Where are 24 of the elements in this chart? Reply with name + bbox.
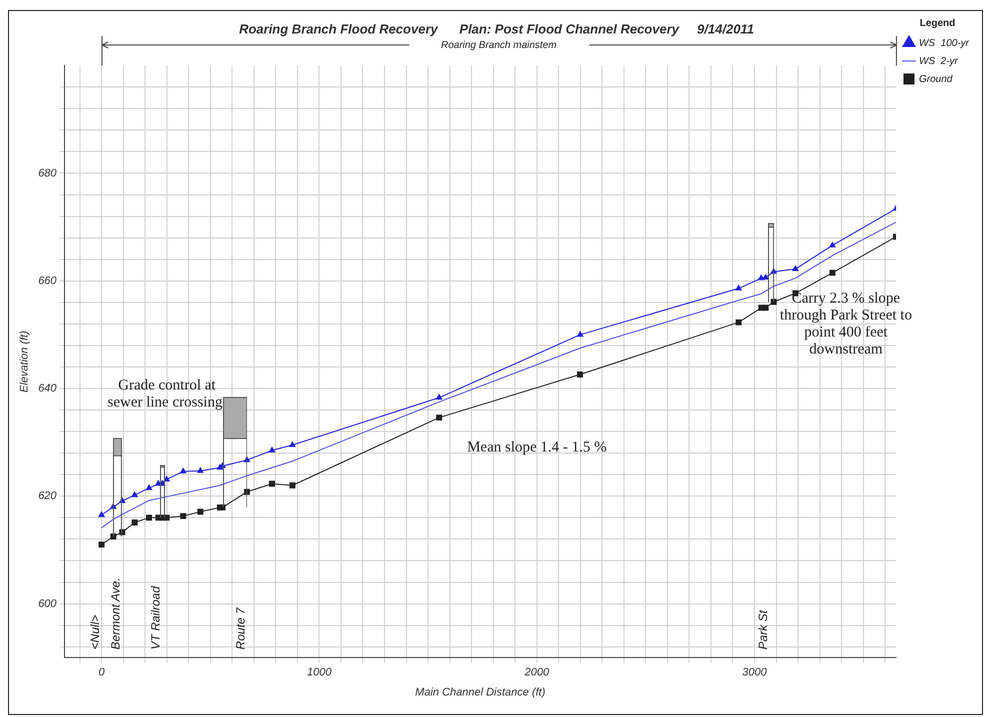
x-tick-label: 1000 — [306, 666, 332, 678]
legend-label: WS 100-yr — [918, 38, 970, 49]
text: Roaring Branch mainstem — [440, 40, 557, 51]
y-tick-label: 620 — [38, 490, 58, 502]
annotation: Bermont Ave. — [108, 578, 123, 650]
legend-label: WS 2-yr — [918, 56, 959, 67]
chart-title: Roaring Branch Flood Recovery Plan: Post Flood Channel Recovery 9/14/2011 — [239, 21, 754, 36]
annotation: Mean slope 1.4 - 1.5 % — [467, 440, 607, 456]
legend-title: Legend — [920, 18, 956, 29]
y-tick-label: 660 — [38, 274, 58, 287]
x-axis-title: Main Channel Distance (ft) — [415, 686, 546, 698]
x-tick-label: 0 — [98, 666, 106, 678]
y-tick-label: 680 — [38, 167, 58, 180]
annotation: Grade control at sewer line crossing. — [107, 377, 226, 410]
x-tick-label: 3000 — [742, 666, 768, 678]
annotation: Route 7 — [233, 606, 248, 650]
annotation: Park St — [756, 610, 770, 650]
y-axis-title: Elevation (ft) — [18, 330, 31, 392]
legend-label: Ground — [918, 74, 953, 85]
x-tick-label: 2000 — [524, 666, 550, 678]
y-tick-label: 640 — [38, 382, 58, 395]
y-tick-label: 600 — [38, 598, 58, 610]
annotation: <Null> — [88, 614, 102, 650]
annotation: VT Railroad — [148, 586, 163, 650]
